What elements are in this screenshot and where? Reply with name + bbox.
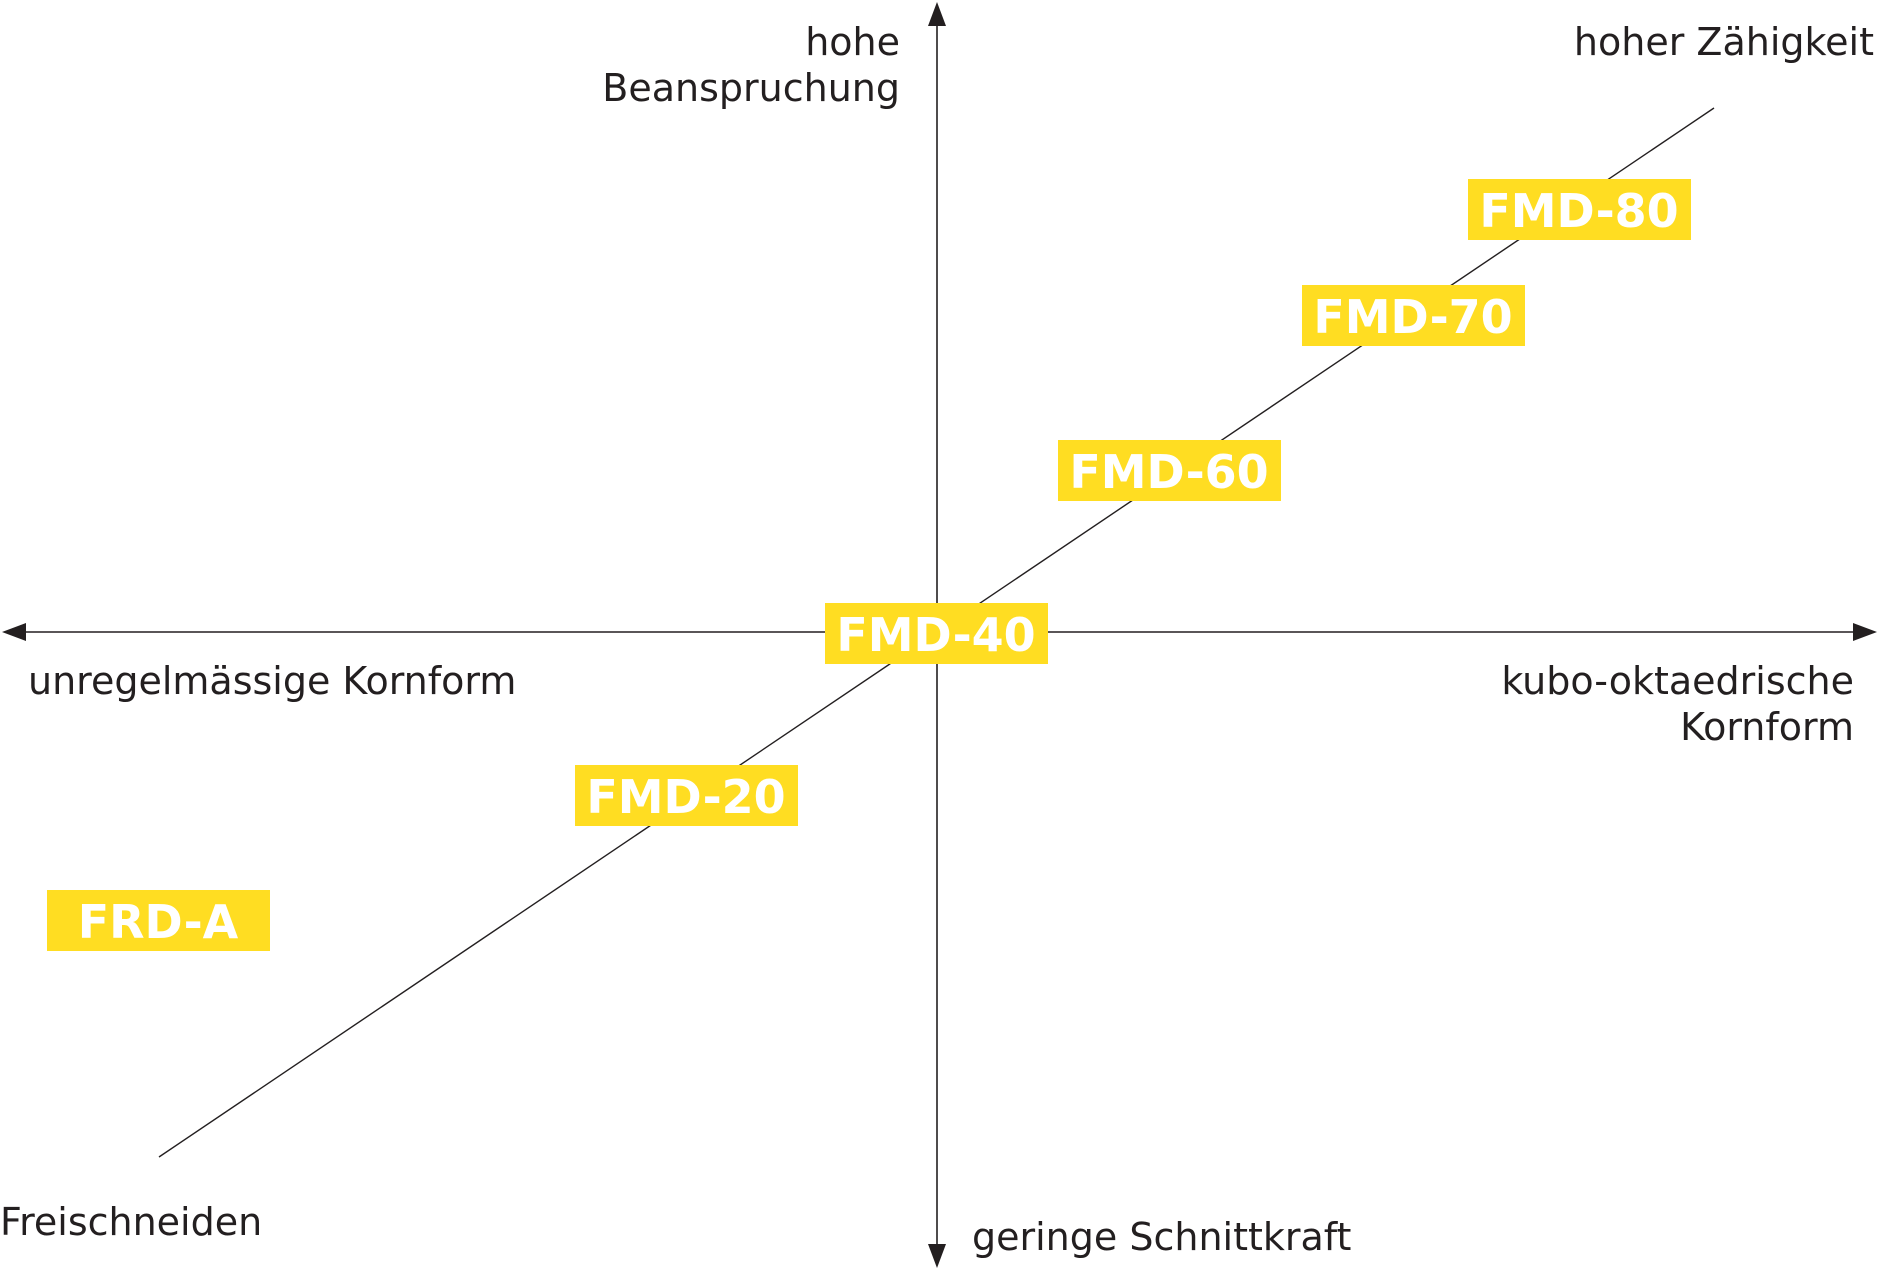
badge-label: FRD-A — [78, 895, 239, 949]
arrow-right-icon — [1853, 623, 1877, 641]
badge-label: FMD-40 — [836, 608, 1035, 662]
badge-frd-a: FRD-A — [47, 890, 270, 951]
badge-fmd-80: FMD-80 — [1468, 179, 1691, 240]
label-top-right: hoher Zähigkeit — [1574, 20, 1874, 64]
badge-fmd-70: FMD-70 — [1302, 285, 1525, 346]
arrow-down-icon — [928, 1244, 946, 1268]
label-top-line2: Beanspruchung — [602, 66, 900, 110]
badge-fmd-40: FMD-40 — [825, 603, 1048, 664]
label-right-line2: Kornform — [1680, 705, 1854, 749]
badge-label: FMD-60 — [1069, 445, 1268, 499]
arrow-left-icon — [2, 623, 26, 641]
badge-fmd-20: FMD-20 — [575, 765, 798, 826]
label-top-line1: hohe — [805, 20, 900, 64]
badge-label: FMD-20 — [586, 770, 785, 824]
arrow-up-icon — [928, 2, 946, 26]
label-left: unregelmässige Kornform — [28, 659, 516, 703]
badge-label: FMD-80 — [1479, 184, 1678, 238]
label-bottom: geringe Schnittkraft — [972, 1215, 1351, 1259]
badge-label: FMD-70 — [1313, 290, 1512, 344]
label-right-line1: kubo-oktaedrische — [1501, 659, 1854, 703]
badge-fmd-60: FMD-60 — [1058, 440, 1281, 501]
label-bottom-left: Freischneiden — [0, 1200, 262, 1244]
